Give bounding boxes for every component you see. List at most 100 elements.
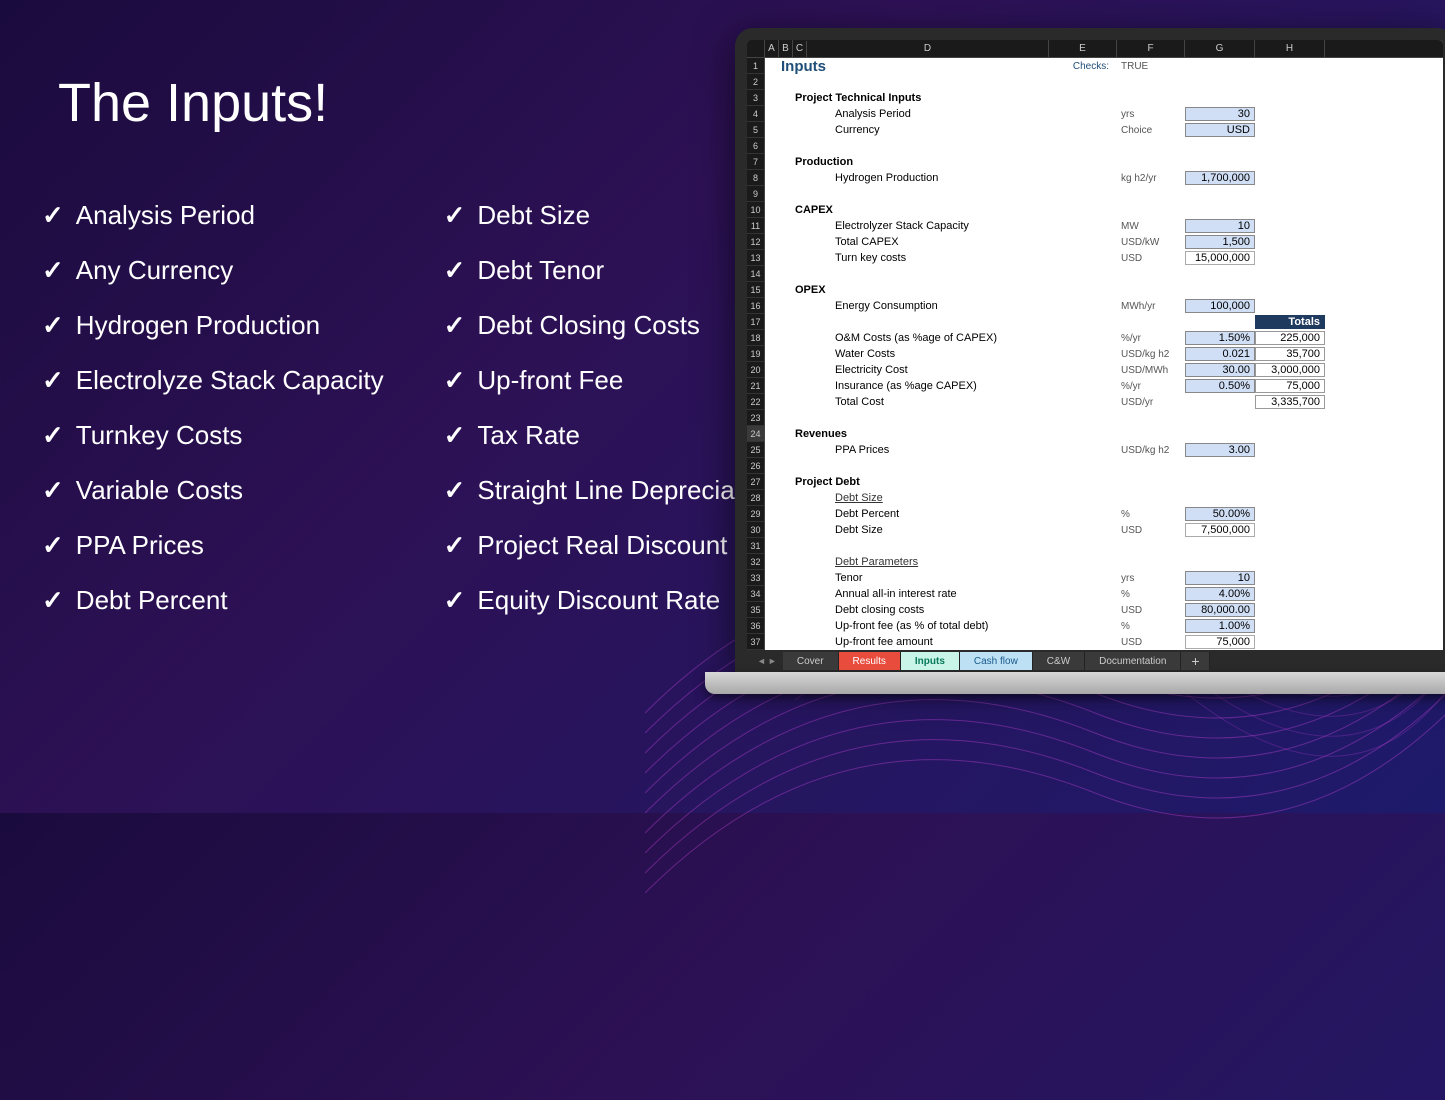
tab-documentation[interactable]: Documentation	[1085, 652, 1181, 670]
row-header[interactable]: 24	[747, 426, 765, 442]
cell-unit: USD/MWh	[1117, 362, 1185, 378]
cell-value[interactable]: 1.50%	[1185, 331, 1255, 345]
row-header[interactable]: 29	[747, 506, 765, 522]
cell-unit: %	[1117, 586, 1185, 602]
tab-prev-icon[interactable]: ◄	[757, 656, 766, 666]
row-header[interactable]: 10	[747, 202, 765, 218]
row-header[interactable]: 32	[747, 554, 765, 570]
cell-value[interactable]: USD	[1185, 123, 1255, 137]
cell-label: Total CAPEX	[807, 234, 1049, 250]
row-header[interactable]: 14	[747, 266, 765, 282]
row-header[interactable]: 1	[747, 58, 765, 74]
cell-value[interactable]: 1.00%	[1185, 619, 1255, 633]
cell-value[interactable]: 50.00%	[1185, 507, 1255, 521]
row-header[interactable]: 20	[747, 362, 765, 378]
row-header[interactable]: 7	[747, 154, 765, 170]
col-header-g[interactable]: G	[1185, 40, 1255, 57]
cell-label: Turn key costs	[807, 250, 1049, 266]
row-header[interactable]: 37	[747, 634, 765, 650]
tab-cashflow[interactable]: Cash flow	[960, 652, 1033, 670]
row-header[interactable]: 8	[747, 170, 765, 186]
row-header[interactable]: 21	[747, 378, 765, 394]
cell-unit: USD	[1117, 602, 1185, 618]
row-header[interactable]: 31	[747, 538, 765, 554]
cell-value[interactable]: 4.00%	[1185, 587, 1255, 601]
sheet-row: Total CostUSD/yr3,335,700	[765, 394, 1443, 410]
sheet-row	[765, 74, 1443, 90]
cell-value[interactable]: 10	[1185, 219, 1255, 233]
row-header[interactable]: 28	[747, 490, 765, 506]
cell-value[interactable]: 10	[1185, 571, 1255, 585]
row-header[interactable]: 33	[747, 570, 765, 586]
tab-inputs[interactable]: Inputs	[901, 652, 960, 670]
row-header[interactable]: 15	[747, 282, 765, 298]
cell-value: 15,000,000	[1185, 251, 1255, 265]
row-header[interactable]: 36	[747, 618, 765, 634]
row-header[interactable]: 16	[747, 298, 765, 314]
row-header[interactable]: 30	[747, 522, 765, 538]
row-header[interactable]: 2	[747, 74, 765, 90]
cell-value[interactable]: 3.00	[1185, 443, 1255, 457]
row-header[interactable]: 12	[747, 234, 765, 250]
row-header[interactable]: 19	[747, 346, 765, 362]
cell-value[interactable]: 0.50%	[1185, 379, 1255, 393]
sheet-row: Analysis Periodyrs30	[765, 106, 1443, 122]
col-header-f[interactable]: F	[1117, 40, 1185, 57]
sheet-row: Totals	[765, 314, 1443, 330]
col-header-b[interactable]: B	[779, 40, 793, 57]
row-header[interactable]: 13	[747, 250, 765, 266]
checklist-item-label: Hydrogen Production	[76, 310, 320, 341]
tab-cover[interactable]: Cover	[783, 652, 839, 670]
cell-unit: yrs	[1117, 570, 1185, 586]
cell-value[interactable]: 30	[1185, 107, 1255, 121]
cell-unit: yrs	[1117, 106, 1185, 122]
cell-value[interactable]: 0.021	[1185, 347, 1255, 361]
checkmark-icon: ✓	[444, 200, 466, 231]
row-header[interactable]: 35	[747, 602, 765, 618]
cell-value[interactable]: 1,500	[1185, 235, 1255, 249]
cell-value[interactable]: 30.00	[1185, 363, 1255, 377]
col-header-e[interactable]: E	[1049, 40, 1117, 57]
checkmark-icon: ✓	[42, 200, 64, 231]
cell-unit: %	[1117, 618, 1185, 634]
cell-value[interactable]: 80,000.00	[1185, 603, 1255, 617]
row-header[interactable]: 17	[747, 314, 765, 330]
cell-label: Water Costs	[807, 346, 1049, 362]
tab-results[interactable]: Results	[839, 652, 901, 670]
tab-next-icon[interactable]: ►	[768, 656, 777, 666]
row-header[interactable]: 4	[747, 106, 765, 122]
row-header[interactable]: 6	[747, 138, 765, 154]
row-header[interactable]: 9	[747, 186, 765, 202]
col-header-c[interactable]: C	[793, 41, 807, 57]
col-header-a[interactable]: A	[765, 40, 779, 57]
row-header[interactable]: 5	[747, 122, 765, 138]
row-header[interactable]: 11	[747, 218, 765, 234]
cell-total: 225,000	[1255, 331, 1325, 345]
row-header[interactable]: 22	[747, 394, 765, 410]
sheet-row: Hydrogen Productionkg h2/yr1,700,000	[765, 170, 1443, 186]
checklist-item: ✓Hydrogen Production	[42, 310, 384, 341]
row-header[interactable]: 34	[747, 586, 765, 602]
row-header[interactable]: 26	[747, 458, 765, 474]
cell-label: Up-front fee amount	[807, 634, 1049, 650]
section-header: Project Technical Inputs	[793, 90, 1049, 106]
cell-value[interactable]: 100,000	[1185, 299, 1255, 313]
col-header-h[interactable]: H	[1255, 40, 1325, 57]
tab-cw[interactable]: C&W	[1033, 652, 1085, 670]
row-header[interactable]: 3	[747, 90, 765, 106]
totals-header: Totals	[1255, 315, 1325, 329]
checklist-item: ✓Electrolyze Stack Capacity	[42, 365, 384, 396]
checkmark-icon: ✓	[444, 585, 466, 616]
sheet-row	[765, 186, 1443, 202]
tab-add-button[interactable]: +	[1181, 652, 1210, 670]
checklist-item-label: Debt Tenor	[477, 255, 604, 286]
col-header-d[interactable]: D	[807, 40, 1049, 57]
sheet-title: Inputs	[779, 58, 1049, 74]
row-header[interactable]: 25	[747, 442, 765, 458]
row-header[interactable]: 18	[747, 330, 765, 346]
row-header[interactable]: 27	[747, 474, 765, 490]
checkmark-icon: ✓	[42, 585, 64, 616]
cell-value: 75,000	[1185, 635, 1255, 649]
row-header[interactable]: 23	[747, 410, 765, 426]
cell-value[interactable]: 1,700,000	[1185, 171, 1255, 185]
